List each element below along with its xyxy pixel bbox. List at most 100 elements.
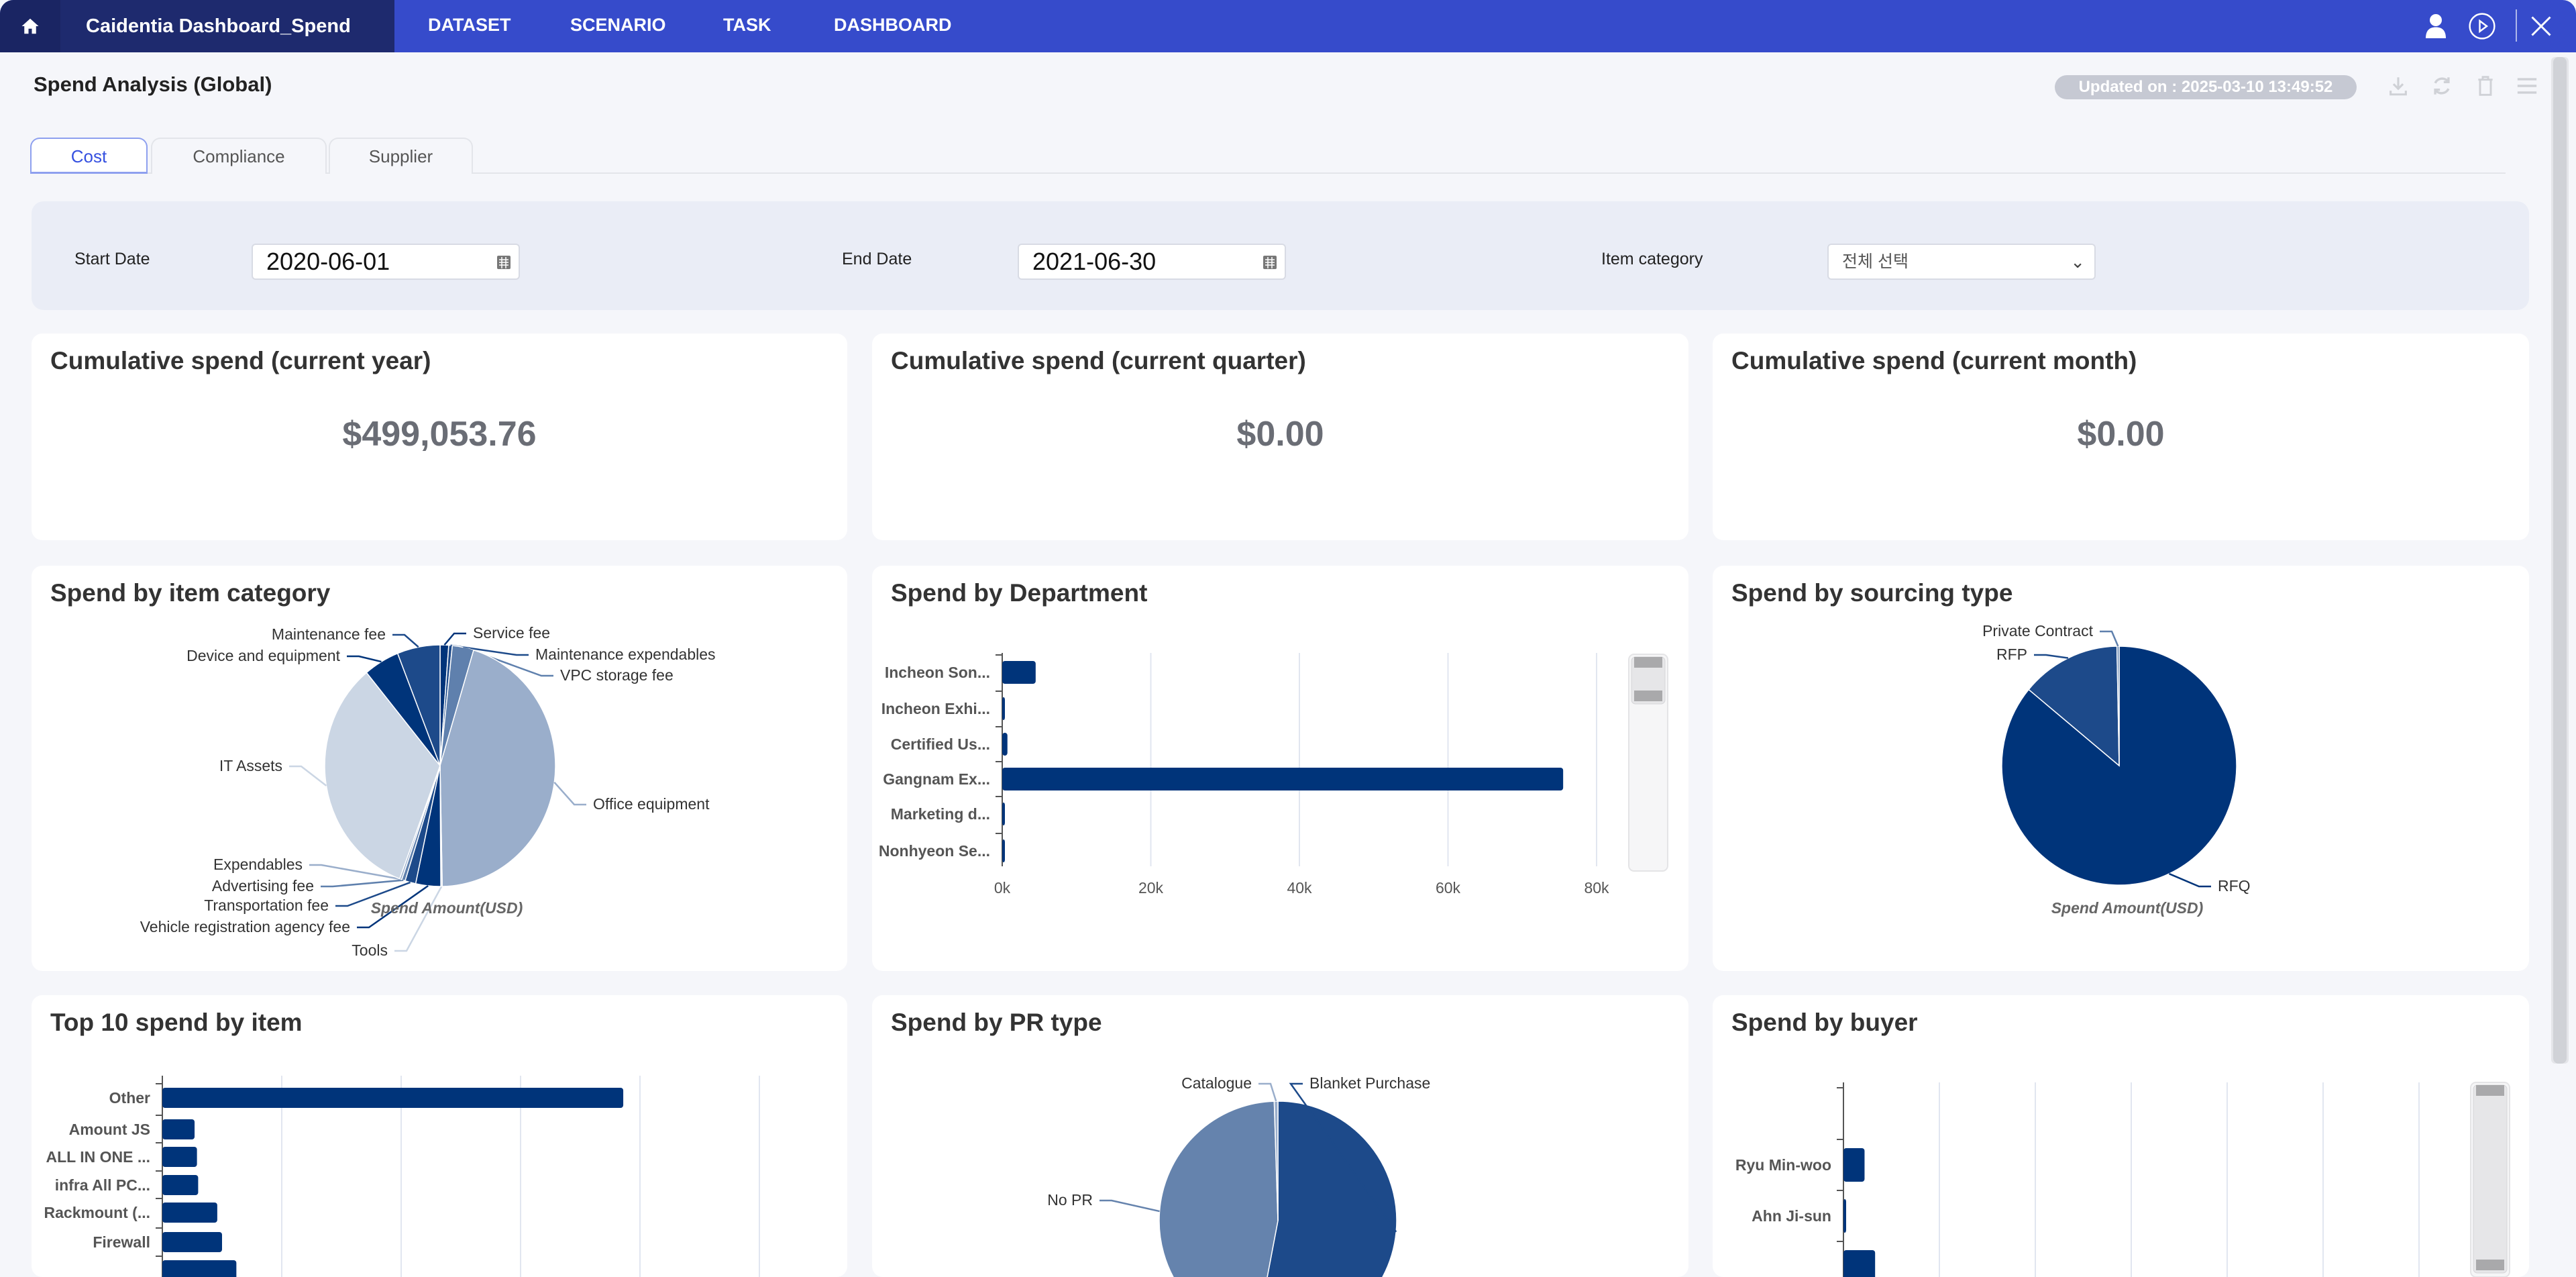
- leader-line: [357, 885, 429, 929]
- start-date-input[interactable]: 2020-06-01: [252, 244, 520, 280]
- calendar-icon[interactable]: [496, 253, 512, 270]
- leader-line: [553, 781, 586, 806]
- category-label: Incheon Exhi...: [881, 700, 990, 717]
- scrollbar-thumb[interactable]: [2553, 57, 2567, 1064]
- category-label: Ahn Ji-sun: [1752, 1207, 1831, 1225]
- bar: [162, 1119, 195, 1139]
- category-label: infra All PC...: [55, 1176, 150, 1194]
- play-icon[interactable]: [2467, 12, 2497, 40]
- close-icon[interactable]: [2528, 12, 2555, 40]
- pie-label: Blanket Purchase: [1309, 1074, 1430, 1092]
- app-title: Caidentia Dashboard_Spend: [60, 0, 394, 52]
- bar: [1002, 661, 1036, 684]
- end-date-input[interactable]: 2021-06-30: [1018, 244, 1286, 280]
- kpi-value: $499,053.76: [342, 415, 537, 454]
- bar: [1002, 839, 1005, 862]
- divider: [2516, 9, 2517, 42]
- pie-label: Office equipment: [593, 795, 710, 813]
- menu-icon[interactable]: [2514, 72, 2540, 99]
- pie-label: No PR: [1047, 1191, 1093, 1209]
- category-label: Nonhyeon Se...: [879, 842, 990, 860]
- tab-compliance[interactable]: Compliance: [151, 138, 327, 174]
- zoom-handle-bottom: [1634, 691, 1662, 701]
- category-label: Marketing d...: [891, 805, 990, 823]
- bar: [1002, 733, 1008, 756]
- kpi-title: Cumulative spend (current year): [50, 347, 431, 374]
- category-label: Certified Us...: [891, 735, 990, 753]
- department-bar-chart: 0k 20k 40k 60k 80k Incheon Son... Incheon Exhi…: [879, 653, 1668, 897]
- user-icon[interactable]: [2422, 12, 2450, 40]
- pie-label: Private Contract: [1982, 622, 2094, 640]
- pie-slice: [439, 649, 556, 887]
- end-date-value: 2021-06-30: [1032, 248, 1157, 275]
- chart-title: Top 10 spend by item: [50, 1009, 303, 1036]
- category-label: ALL IN ONE ...: [46, 1148, 150, 1166]
- chart-card-department: 0k 20k 40k 60k 80k Incheon Son... Incheon Exhi…: [872, 566, 1688, 971]
- bar: [1002, 803, 1005, 825]
- chart-title: Spend by item category: [50, 579, 331, 607]
- calendar-icon[interactable]: [1262, 253, 1278, 270]
- end-date-label: End Date: [842, 250, 912, 268]
- pie-label: Tools: [352, 941, 388, 959]
- updated-badge: Updated on : 2025-03-10 13:49:52: [2055, 75, 2357, 99]
- category-label: Incheon Son...: [885, 664, 990, 681]
- kpi-card-month: Cumulative spend (current month) $0.00: [1713, 334, 2529, 540]
- leader-line: [309, 864, 401, 880]
- leader-line: [443, 632, 466, 646]
- tick-label: 20k: [1138, 879, 1164, 897]
- category-label: Rackmount (...: [44, 1204, 150, 1221]
- leader-line: [321, 879, 404, 888]
- pie-slice: [2001, 646, 2237, 886]
- download-icon[interactable]: [2385, 72, 2412, 99]
- tick-label: 40k: [1287, 879, 1312, 897]
- pie-slice: [1159, 1101, 1279, 1277]
- nav-dashboard[interactable]: DASHBOARD: [834, 15, 952, 35]
- bar: [1002, 697, 1005, 720]
- pie-slice: [396, 644, 441, 766]
- leader-line: [2100, 630, 2119, 647]
- trash-icon[interactable]: [2472, 72, 2499, 99]
- bar: [162, 1147, 197, 1167]
- item-category-select[interactable]: 전체 선택 ⌄: [1827, 244, 2096, 280]
- chart-title: Spend by sourcing type: [1731, 579, 2013, 607]
- leader-line: [394, 886, 443, 952]
- leader-line: [1289, 1082, 1397, 1233]
- pie-slice: [1267, 1101, 1397, 1277]
- page-title: Spend Analysis (Global): [34, 72, 272, 96]
- chart-title: Spend by buyer: [1731, 1009, 1918, 1036]
- start-date-value: 2020-06-01: [266, 248, 390, 275]
- refresh-icon[interactable]: [2428, 72, 2455, 99]
- pie-slice: [2028, 646, 2120, 767]
- pie-label: Vehicle registration agency fee: [140, 918, 350, 935]
- home-button[interactable]: [0, 0, 60, 52]
- pie-label: RFQ: [2218, 877, 2251, 895]
- tab-cost[interactable]: Cost: [30, 138, 148, 174]
- chevron-down-icon: ⌄: [2070, 252, 2085, 272]
- kpi-card-year: Cumulative spend (current year) $499,053…: [32, 334, 847, 540]
- nav-dataset[interactable]: DATASET: [428, 15, 511, 35]
- item-category-value: 전체 선택: [1842, 252, 1909, 271]
- tab-supplier[interactable]: Supplier: [329, 138, 473, 174]
- pie-slice: [1273, 1101, 1279, 1221]
- tick-label: 0k: [994, 879, 1011, 897]
- chart-card-pr-type: Blanket Purchase No PR Catalogue Spend by …: [872, 995, 1688, 1277]
- axis-label: Spend Amount(USD): [371, 899, 523, 917]
- kpi-value: $0.00: [2077, 415, 2165, 454]
- pie-label: Device and equipment: [186, 647, 340, 664]
- pie-label: RFP: [1996, 646, 2027, 663]
- leader-line: [289, 765, 327, 786]
- chart-card-item-category: Service fee Maintenance expendables VPC st…: [32, 566, 847, 971]
- nav-scenario[interactable]: SCENARIO: [570, 15, 666, 35]
- home-icon: [21, 18, 39, 34]
- category-label: Amount JS: [69, 1121, 150, 1138]
- page-scrollbar[interactable]: [2551, 57, 2569, 1064]
- tab-bar: Cost Compliance Supplier: [30, 138, 2506, 174]
- bar: [162, 1175, 199, 1195]
- category-label: Firewall: [93, 1233, 150, 1251]
- zoom-scrollbar-handle: [2473, 1084, 2508, 1274]
- nav-task[interactable]: TASK: [723, 15, 771, 35]
- pie-slice: [2116, 646, 2120, 766]
- item-category-pie-chart: Service fee Maintenance expendables VPC st…: [140, 624, 716, 959]
- pie-label: IT Assets: [219, 757, 282, 774]
- pie-label: Expendables: [213, 856, 303, 873]
